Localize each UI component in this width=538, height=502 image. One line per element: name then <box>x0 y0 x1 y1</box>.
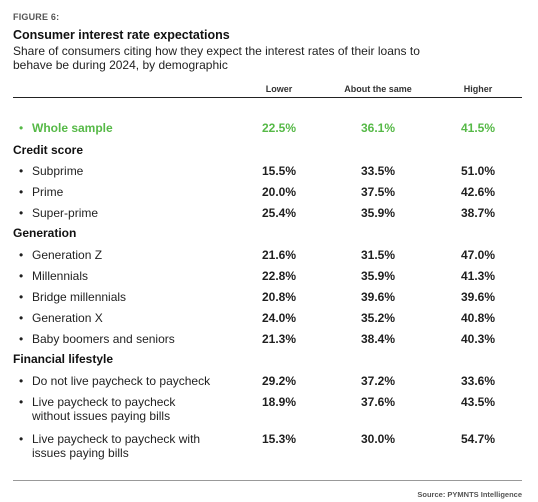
value-about-the-same: 37.6% <box>360 395 396 409</box>
header-rule <box>13 97 522 98</box>
bullet-icon: • <box>19 248 24 262</box>
value-higher: 40.8% <box>460 311 496 325</box>
bullet-icon: • <box>19 332 24 346</box>
row-label: Prime <box>32 185 64 199</box>
group-heading-credit-score: Credit score <box>13 143 84 157</box>
row-label: Live paycheck to paycheck with issues pa… <box>32 432 201 460</box>
figure-subtitle: Share of consumers citing how they expec… <box>13 44 420 72</box>
row-label: Live paycheck to paycheck without issues… <box>32 395 176 423</box>
value-about-the-same: 35.9% <box>360 269 396 283</box>
value-about-the-same: 30.0% <box>360 432 396 446</box>
value-about-the-same: 35.9% <box>360 206 396 220</box>
bullet-icon: • <box>19 206 24 220</box>
bullet-icon: • <box>19 164 24 178</box>
bullet-icon: • <box>19 395 24 409</box>
value-higher: 33.6% <box>460 374 496 388</box>
figure-title: Consumer interest rate expectations <box>13 28 230 42</box>
value-lower: 22.5% <box>261 121 297 135</box>
value-about-the-same: 33.5% <box>360 164 396 178</box>
row-label: Baby boomers and seniors <box>32 332 175 346</box>
value-lower: 20.8% <box>261 290 297 304</box>
value-higher: 41.5% <box>460 121 496 135</box>
value-higher: 43.5% <box>460 395 496 409</box>
group-heading-financial-lifestyle: Financial lifestyle <box>13 352 114 366</box>
row-label: Subprime <box>32 164 84 178</box>
value-about-the-same: 35.2% <box>360 311 396 325</box>
value-higher: 38.7% <box>460 206 496 220</box>
row-label: Bridge millennials <box>32 290 127 304</box>
value-about-the-same: 38.4% <box>360 332 396 346</box>
value-lower: 24.0% <box>261 311 297 325</box>
row-label: Super-prime <box>32 206 99 220</box>
bullet-icon: • <box>19 432 24 446</box>
row-label: Millennials <box>32 269 89 283</box>
value-higher: 42.6% <box>460 185 496 199</box>
value-higher: 54.7% <box>460 432 496 446</box>
value-lower: 22.8% <box>261 269 297 283</box>
value-lower: 15.3% <box>261 432 297 446</box>
row-label: Whole sample <box>32 121 113 135</box>
value-higher: 39.6% <box>460 290 496 304</box>
value-about-the-same: 37.5% <box>360 185 396 199</box>
row-label: Do not live paycheck to paycheck <box>32 374 211 388</box>
value-lower: 25.4% <box>261 206 297 220</box>
value-lower: 21.3% <box>261 332 297 346</box>
bullet-icon: • <box>19 121 24 135</box>
bullet-icon: • <box>19 290 24 304</box>
value-higher: 40.3% <box>460 332 496 346</box>
value-higher: 41.3% <box>460 269 496 283</box>
value-higher: 51.0% <box>460 164 496 178</box>
figure-label: FIGURE 6: <box>13 12 60 22</box>
column-header-higher: Higher <box>463 84 493 94</box>
footer-rule <box>13 480 522 481</box>
value-lower: 29.2% <box>261 374 297 388</box>
row-label: Generation Z <box>32 248 103 262</box>
value-about-the-same: 36.1% <box>360 121 396 135</box>
value-about-the-same: 39.6% <box>360 290 396 304</box>
value-about-the-same: 37.2% <box>360 374 396 388</box>
bullet-icon: • <box>19 374 24 388</box>
value-lower: 20.0% <box>261 185 297 199</box>
column-header-about-the-same: About the same <box>344 84 412 94</box>
bullet-icon: • <box>19 185 24 199</box>
bullet-icon: • <box>19 269 24 283</box>
bullet-icon: • <box>19 311 24 325</box>
group-heading-generation: Generation <box>13 226 77 240</box>
source-note: Source: PYMNTS Intelligence <box>417 490 522 499</box>
value-lower: 18.9% <box>261 395 297 409</box>
row-label: Generation X <box>32 311 103 325</box>
value-about-the-same: 31.5% <box>360 248 396 262</box>
value-higher: 47.0% <box>460 248 496 262</box>
value-lower: 15.5% <box>261 164 297 178</box>
column-header-lower: Lower <box>265 84 293 94</box>
value-lower: 21.6% <box>261 248 297 262</box>
